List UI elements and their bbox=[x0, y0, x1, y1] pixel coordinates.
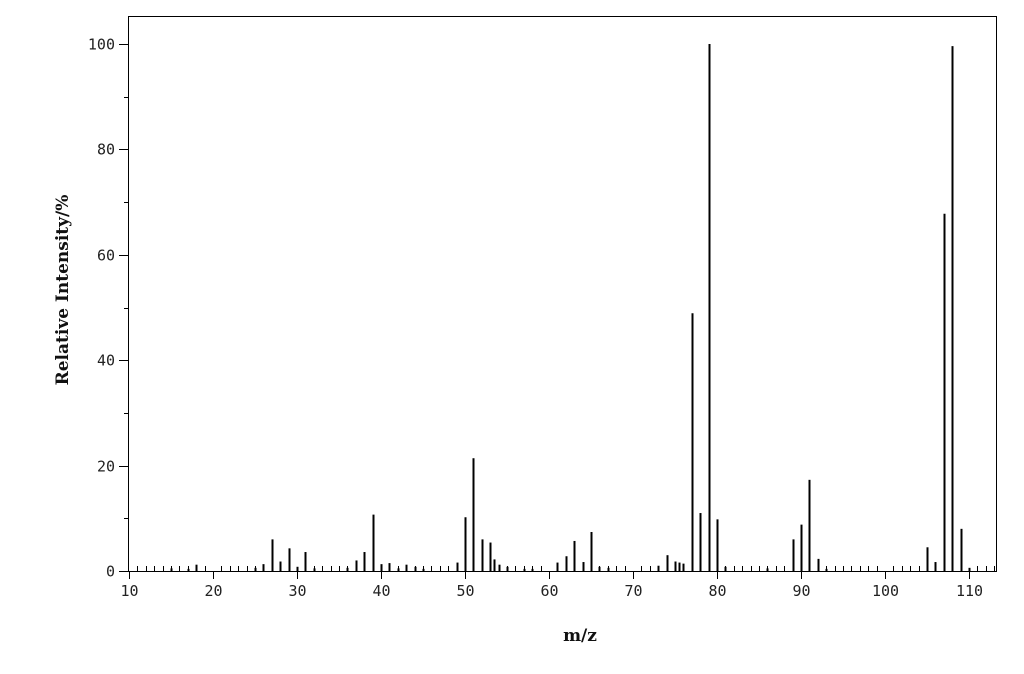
minor-ticks bbox=[124, 97, 995, 571]
x-tick-label: 70 bbox=[624, 582, 642, 600]
y-axis-title: Relative Intensity/% bbox=[53, 195, 73, 386]
y-tick-label: 100 bbox=[88, 36, 115, 54]
x-tick-label: 20 bbox=[204, 582, 222, 600]
y-tick-label: 20 bbox=[97, 458, 115, 476]
x-tick-label: 10 bbox=[120, 582, 138, 600]
x-tick-label: 110 bbox=[956, 582, 983, 600]
x-tick-label: 80 bbox=[708, 582, 726, 600]
x-axis-ticks: 10 20 30 40 50 60 70 80 90 100 110 bbox=[120, 571, 983, 600]
y-tick-label: 60 bbox=[97, 247, 115, 265]
x-tick-label: 100 bbox=[872, 582, 899, 600]
x-tick-label: 90 bbox=[792, 582, 810, 600]
x-tick-label: 40 bbox=[372, 582, 390, 600]
x-tick-label: 30 bbox=[288, 582, 306, 600]
y-tick-label: 40 bbox=[97, 352, 115, 370]
y-axis-ticks: 0 20 40 60 80 100 bbox=[88, 36, 129, 581]
spectrum-peaks bbox=[170, 44, 971, 571]
y-tick-label: 0 bbox=[106, 563, 115, 581]
x-tick-label: 50 bbox=[456, 582, 474, 600]
x-tick-label: 60 bbox=[540, 582, 558, 600]
y-tick-label: 80 bbox=[97, 141, 115, 159]
plot-frame bbox=[128, 16, 997, 572]
x-axis-title: m/z bbox=[563, 626, 597, 646]
